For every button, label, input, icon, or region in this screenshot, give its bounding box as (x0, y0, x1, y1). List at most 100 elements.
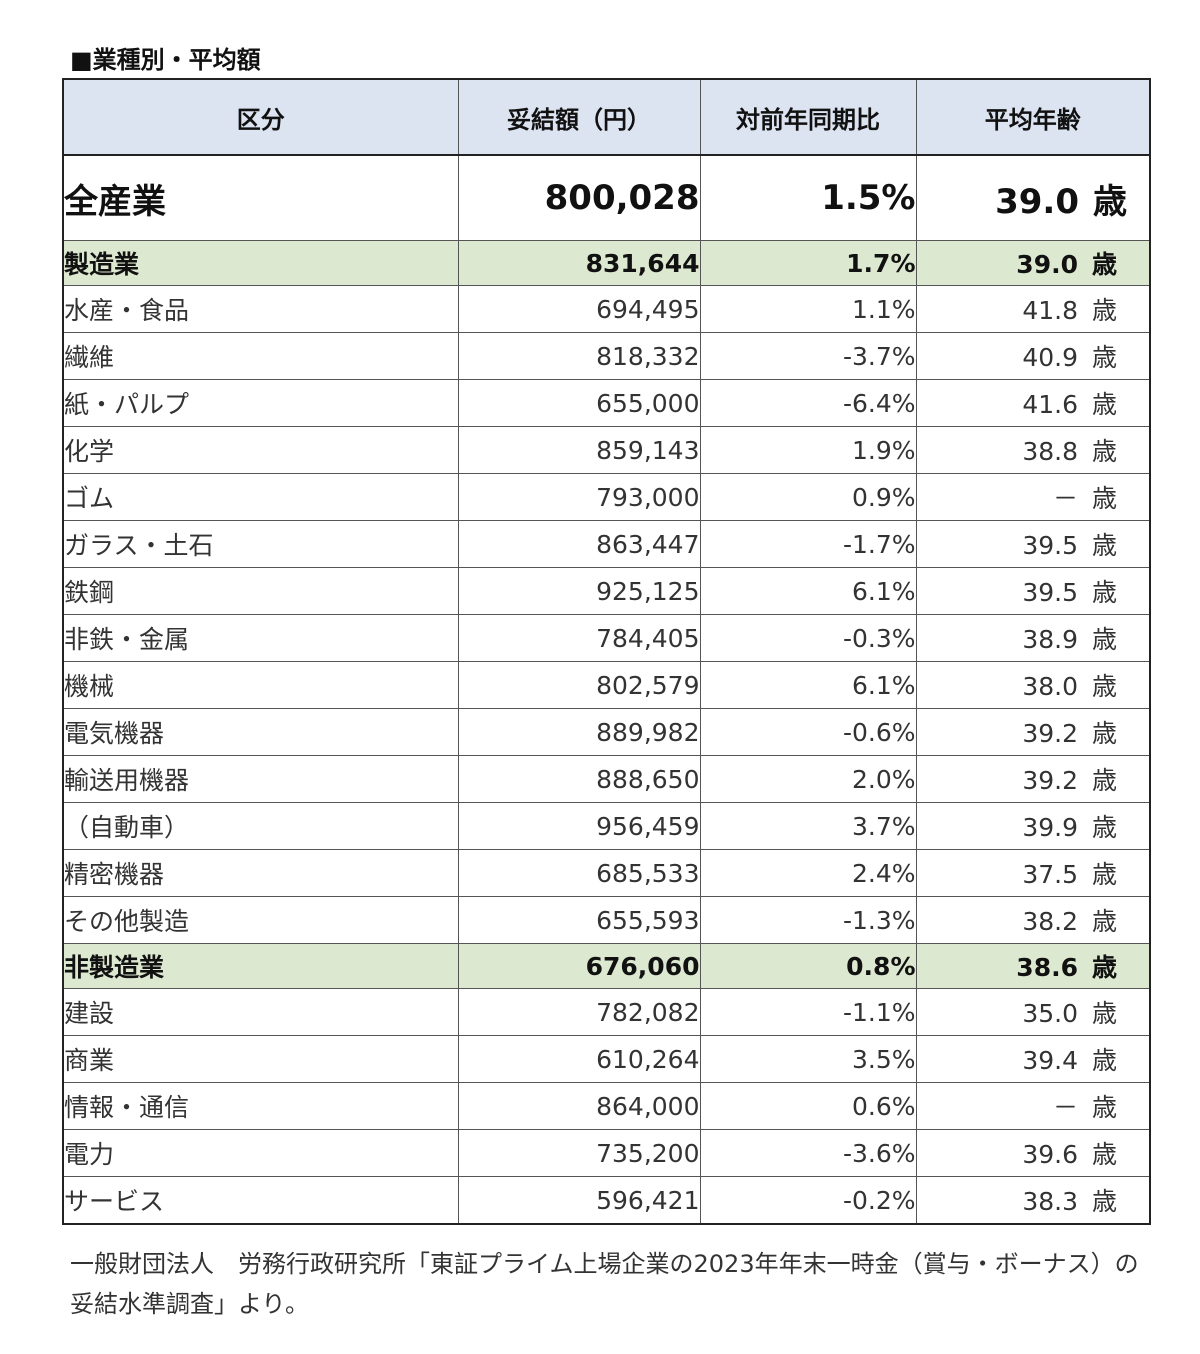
industry-name: 輸送用機器 (62, 755, 459, 803)
industry-name: 繊維 (62, 332, 459, 380)
amount-cell: 735,200 (457, 1129, 701, 1177)
age-cell: 41.8 歳 (915, 285, 1151, 333)
age-value: 39.2 (1022, 766, 1078, 795)
yoy-cell: -3.6% (699, 1129, 917, 1177)
age-value: － (1052, 1093, 1078, 1122)
total-age: 39.0 歳 (915, 154, 1151, 241)
age-unit: 歳 (1091, 860, 1117, 889)
amount-cell: 831,644 (457, 240, 701, 286)
amount-cell: 889,982 (457, 708, 701, 756)
age-value: 39.0 (1016, 250, 1078, 279)
age-cell: 40.9 歳 (915, 332, 1151, 380)
age-unit: 歳 (1091, 296, 1117, 325)
group-row: 製造業 831,644 1.7% 39.0 歳 (62, 240, 1151, 286)
age-value: 41.6 (1022, 390, 1078, 419)
age-value: 39.9 (1022, 813, 1078, 842)
total-name: 全産業 (62, 154, 459, 241)
table-row: 紙・パルプ 655,000 -6.4% 41.6 歳 (62, 379, 1151, 427)
industry-name: 鉄鋼 (62, 567, 459, 615)
age-cell: －歳 (915, 473, 1151, 521)
age-cell: 38.3 歳 (915, 1176, 1151, 1225)
age-unit: 歳 (1091, 343, 1117, 372)
table-row: ガラス・土石 863,447 -1.7% 39.5 歳 (62, 520, 1151, 568)
table-row: ゴム 793,000 0.9% －歳 (62, 473, 1151, 521)
age-cell: 39.5 歳 (915, 520, 1151, 568)
total-yoy: 1.5% (699, 154, 917, 241)
age-unit: 歳 (1091, 484, 1117, 513)
industry-name: 建設 (62, 988, 459, 1036)
age-unit: 歳 (1091, 953, 1117, 982)
age-value: 39.5 (1022, 578, 1078, 607)
age-value: － (1052, 484, 1078, 513)
table-row: 商業 610,264 3.5% 39.4 歳 (62, 1035, 1151, 1083)
age-unit: 歳 (1091, 766, 1117, 795)
age-unit: 歳 (1091, 531, 1117, 560)
yoy-cell: 3.7% (699, 802, 917, 850)
age-value: 41.8 (1022, 296, 1078, 325)
yoy-cell: 1.1% (699, 285, 917, 333)
industry-name: その他製造 (62, 896, 459, 944)
yoy-cell: -3.7% (699, 332, 917, 380)
table-row: （自動車） 956,459 3.7% 39.9 歳 (62, 802, 1151, 850)
yoy-cell: 2.0% (699, 755, 917, 803)
yoy-cell: -0.3% (699, 614, 917, 662)
amount-cell: 864,000 (457, 1082, 701, 1130)
age-unit: 歳 (1091, 907, 1117, 936)
industry-name: ゴム (62, 473, 459, 521)
industry-name: サービス (62, 1176, 459, 1225)
table-row: サービス 596,421 -0.2% 38.3 歳 (62, 1176, 1151, 1225)
header-age: 平均年齢 (915, 78, 1151, 156)
age-value: 39.2 (1022, 719, 1078, 748)
age-value: 38.2 (1022, 907, 1078, 936)
industry-name: 製造業 (62, 240, 459, 286)
bonus-by-industry-table: 区分 妥結額（円） 対前年同期比 平均年齢 全産業 800,028 1.5% 3… (62, 78, 1151, 1225)
header-yoy: 対前年同期比 (699, 78, 917, 156)
table-row: 電力 735,200 -3.6% 39.6 歳 (62, 1129, 1151, 1177)
age-value: 38.0 (1022, 672, 1078, 701)
table-row: 水産・食品 694,495 1.1% 41.8 歳 (62, 285, 1151, 333)
amount-cell: 863,447 (457, 520, 701, 568)
table-row: その他製造 655,593 -1.3% 38.2 歳 (62, 896, 1151, 944)
header-row: 区分 妥結額（円） 対前年同期比 平均年齢 (62, 78, 1151, 156)
amount-cell: 782,082 (457, 988, 701, 1036)
amount-cell: 610,264 (457, 1035, 701, 1083)
age-value: 35.0 (1022, 999, 1078, 1028)
age-cell: 38.0 歳 (915, 661, 1151, 709)
total-row: 全産業 800,028 1.5% 39.0 歳 (62, 154, 1151, 241)
age-unit: 歳 (1091, 1093, 1117, 1122)
amount-cell: 784,405 (457, 614, 701, 662)
age-unit: 歳 (1091, 1187, 1117, 1216)
age-value: 39.0 (995, 181, 1079, 222)
industry-name: 電気機器 (62, 708, 459, 756)
industry-name: 非製造業 (62, 943, 459, 989)
amount-cell: 685,533 (457, 849, 701, 897)
age-unit: 歳 (1091, 250, 1117, 279)
age-value: 38.8 (1022, 437, 1078, 466)
yoy-cell: 0.9% (699, 473, 917, 521)
age-unit: 歳 (1091, 578, 1117, 607)
yoy-cell: -1.1% (699, 988, 917, 1036)
source-note: 一般財団法人 労務行政研究所「東証プライム上場企業の2023年年末一時金（賞与・… (70, 1250, 1139, 1318)
age-unit: 歳 (1091, 1046, 1117, 1075)
amount-cell: 802,579 (457, 661, 701, 709)
age-cell: 37.5 歳 (915, 849, 1151, 897)
age-unit: 歳 (1091, 719, 1117, 748)
amount-cell: 694,495 (457, 285, 701, 333)
age-unit: 歳 (1091, 672, 1117, 701)
amount-cell: 818,332 (457, 332, 701, 380)
age-value: 39.4 (1022, 1046, 1078, 1075)
industry-name: 精密機器 (62, 849, 459, 897)
yoy-cell: 2.4% (699, 849, 917, 897)
yoy-cell: 0.8% (699, 943, 917, 989)
age-cell: 39.4 歳 (915, 1035, 1151, 1083)
table-row: 輸送用機器 888,650 2.0% 39.2 歳 (62, 755, 1151, 803)
group-row: 非製造業 676,060 0.8% 38.6 歳 (62, 943, 1151, 989)
amount-cell: 859,143 (457, 426, 701, 474)
age-unit: 歳 (1091, 813, 1117, 842)
age-value: 38.9 (1022, 625, 1078, 654)
yoy-cell: -1.7% (699, 520, 917, 568)
header-category: 区分 (62, 78, 459, 156)
industry-name: （自動車） (62, 802, 459, 850)
industry-name: 水産・食品 (62, 285, 459, 333)
total-amount: 800,028 (457, 154, 701, 241)
